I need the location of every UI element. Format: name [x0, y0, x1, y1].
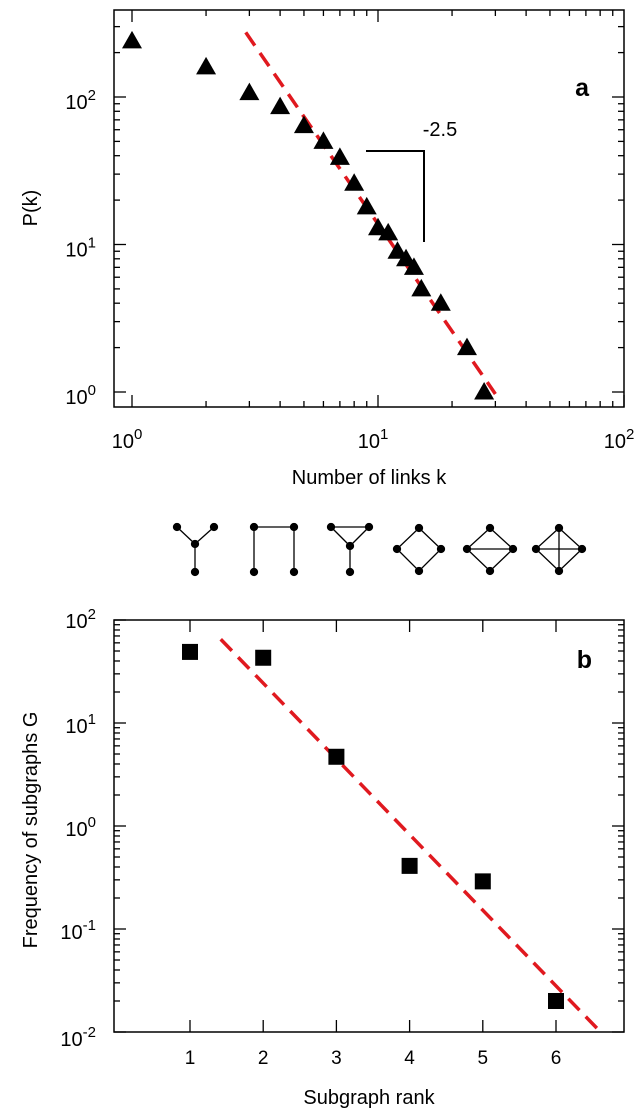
panel-a-tick-labels: 100 101 102 100 101 102: [65, 87, 634, 453]
square-loop-motif-icon: [392, 523, 446, 576]
panel-b-y-tick-label: 101: [65, 711, 96, 738]
panel-a-triangle-marker: [396, 248, 417, 267]
panel-b-data-points: [182, 643, 564, 1009]
panel-a-triangle-marker: [122, 30, 142, 49]
panel-a-triangle-marker: [378, 222, 399, 241]
panel-a-triangle-marker: [356, 196, 377, 215]
y-branch-motif-icon: [172, 522, 219, 577]
panel-a-triangle-marker: [344, 173, 365, 191]
panel-b-x-tick-label: 3: [331, 1048, 342, 1069]
panel-b-ticks: [114, 619, 624, 1033]
panel-a-triangle-marker: [474, 382, 495, 400]
panel-b-fit-line: [219, 638, 600, 1032]
panel-b-square-marker: [255, 649, 272, 666]
panel-a-triangle-marker: [329, 147, 350, 165]
panel-b-y-axis-label: Frequency of subgraphs G: [20, 712, 42, 949]
panel-a-triangle-marker: [270, 96, 291, 115]
slope-annotation-text: -2.5: [423, 119, 457, 141]
slope-annotation: -2.5: [366, 119, 457, 242]
panel-a-x-tick-label: 100: [112, 426, 143, 453]
panel-b-x-tick-label: 2: [258, 1048, 269, 1069]
diamond-cross-motif-icon: [531, 523, 587, 576]
panel-b-label: b: [577, 646, 592, 674]
panel-a-plot-frame: [113, 9, 625, 408]
panel-a-x-axis-label: Number of links k: [292, 467, 447, 489]
panel-b-x-tick-label: 5: [478, 1048, 489, 1069]
panel-a-y-axis-label: P(k): [20, 190, 42, 227]
bridge-motif-icon: [249, 522, 299, 577]
panel-b-square-marker: [474, 873, 491, 890]
diamond-bar-motif-icon: [462, 523, 518, 576]
panel-b-square-marker: [548, 992, 564, 1009]
panel-a-triangle-marker: [239, 82, 260, 101]
panel-b-square-marker: [182, 643, 198, 660]
panel-a-y-tick-label: 101: [65, 235, 96, 262]
panel-b-x-tick-label: 4: [404, 1048, 415, 1069]
panel-b-y-tick-label: 100: [65, 814, 96, 841]
panel-a-ticks: [114, 10, 625, 407]
panel-b-x-tick-label: 1: [185, 1048, 196, 1069]
panel-a-y-tick-label: 102: [65, 87, 96, 114]
panel-b-plot-frame: [113, 619, 625, 1033]
panel-b-x-tick-label: 6: [551, 1048, 562, 1069]
slope-bracket: [366, 150, 425, 242]
panel-a-triangle-marker: [411, 278, 432, 297]
panel-b-tick-labels: 1 2 3 4 5 6 102 101 100 10-1 10-2: [60, 606, 561, 1069]
panel-a-triangle-marker: [196, 56, 217, 75]
panel-b-y-tick-label: 10-1: [60, 917, 96, 944]
triangle-tail-motif-icon: [326, 522, 374, 577]
panel-a-x-tick-label: 102: [604, 426, 635, 453]
panel-b-x-axis-label: Subgraph rank: [303, 1087, 435, 1109]
panel-a-triangle-marker: [456, 337, 477, 356]
panel-a-chart: 100 101 102 100 101 102 -2.5 a Number of link…: [20, 9, 634, 489]
panel-b-square-marker: [401, 857, 418, 874]
panel-a-triangle-marker: [430, 293, 451, 311]
panel-a-data-points: [122, 30, 495, 400]
panel-b-y-tick-label: 10-2: [60, 1024, 96, 1051]
panel-a-triangle-marker: [313, 131, 334, 149]
panel-a-x-tick-label: 101: [358, 426, 389, 453]
panel-b-y-tick-label: 102: [65, 606, 96, 633]
panel-a-y-tick-label: 100: [65, 382, 96, 409]
panel-a-triangle-marker: [293, 115, 314, 134]
panel-a-triangle-marker: [387, 241, 408, 259]
subgraph-motifs-row: [172, 522, 587, 577]
panel-a-label: a: [575, 74, 590, 102]
panel-a-triangle-marker: [368, 217, 388, 236]
panel-a-triangle-marker: [403, 257, 424, 275]
panel-b-square-marker: [328, 748, 345, 765]
